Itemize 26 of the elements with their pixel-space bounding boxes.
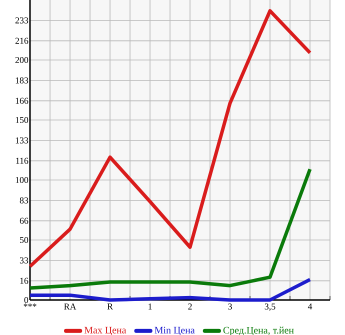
x-tick-label: 2 [188, 304, 192, 310]
y-tick-label: 33 [20, 257, 28, 264]
x-tick-label: 3 [228, 304, 232, 310]
legend-label: Max Цена [84, 326, 126, 335]
x-tick-label: 3,5 [264, 304, 276, 311]
y-tick-label: 150 [16, 116, 28, 124]
y-tick-label: 166 [16, 98, 28, 104]
y-tick-label: 16 [20, 278, 28, 284]
y-tick-label: 183 [16, 77, 28, 84]
x-tick-label: R [107, 304, 114, 310]
y-tick-label: 100 [16, 176, 28, 184]
line-series [28, 278, 312, 302]
x-tick-label: 4 [308, 304, 312, 310]
y-tick-label: 0 [24, 296, 28, 304]
y-tick-label: 200 [15, 56, 28, 64]
y-tick-label: 50 [20, 236, 28, 244]
line-series [28, 9, 312, 268]
y-tick-label: 216 [15, 38, 28, 44]
x-tick-label: RA [64, 304, 76, 310]
y-tick-label: 116 [16, 158, 28, 164]
y-tick-label: 83 [20, 197, 28, 204]
y-tick-label: 233 [15, 17, 28, 24]
y-tick-label: 66 [20, 218, 28, 224]
x-tick-label: 1 [148, 304, 152, 310]
y-tick-label: 133 [16, 137, 28, 144]
x-tick-label: *** [24, 304, 36, 307]
